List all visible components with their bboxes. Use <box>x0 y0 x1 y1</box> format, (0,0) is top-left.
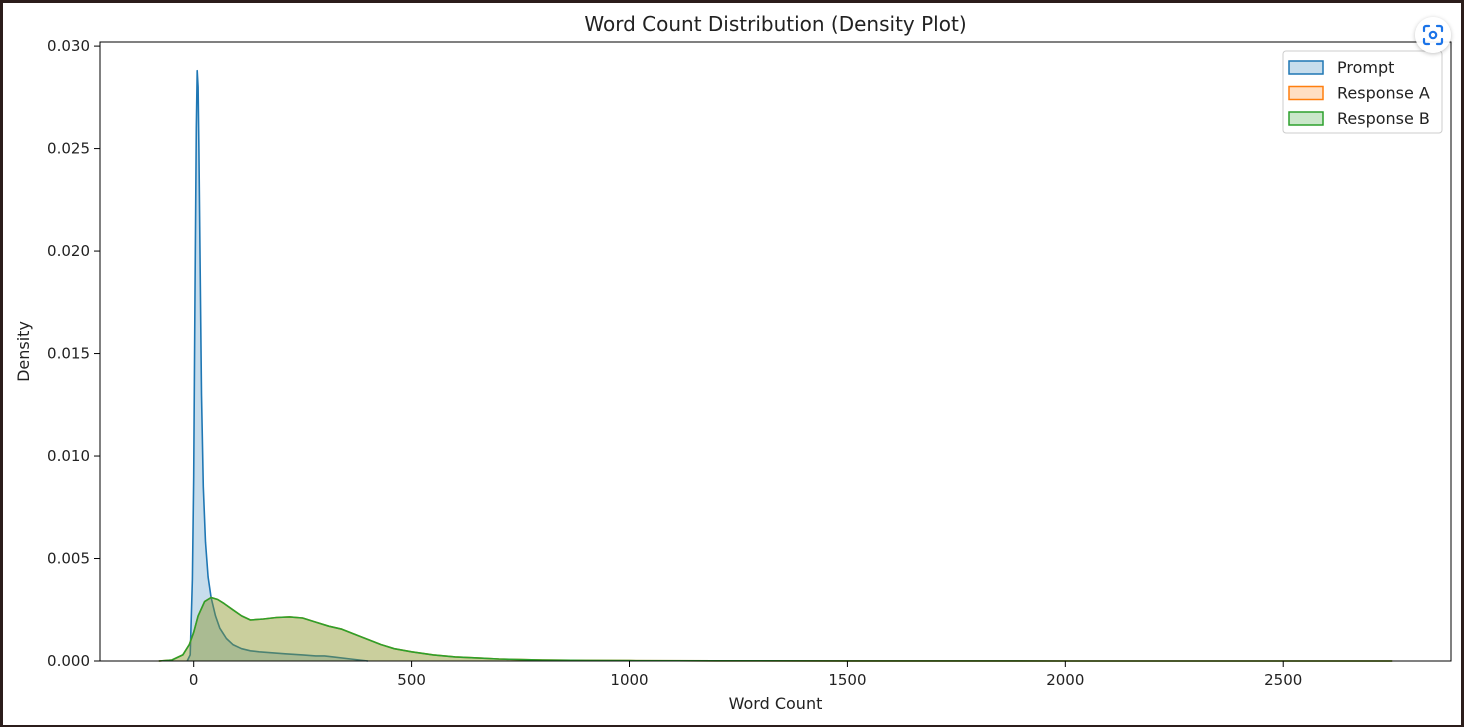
series-area-2 <box>158 597 1393 661</box>
legend-swatch-2 <box>1288 85 1324 101</box>
y-tick-label: 0.015 <box>47 345 90 363</box>
legend-swatch-1 <box>1288 60 1324 75</box>
x-tick-label: 2000 <box>1046 671 1084 689</box>
series-area-3 <box>158 597 1393 661</box>
chart-frame: 0 500 1000 1500 2000 2500 0.000 0.005 0.010 0.015… <box>3 3 1461 725</box>
series-line-1 <box>186 69 369 662</box>
legend-swatch-3 <box>1288 111 1324 126</box>
y-tick-label: 0.025 <box>47 140 90 158</box>
y-tick-label: 0.010 <box>47 447 90 465</box>
axes-layer: 0 500 1000 1500 2000 2500 0.000 0.005 0.010 0.015… <box>14 12 1452 713</box>
x-tick-label: 0 <box>189 671 199 689</box>
y-tick-label: 0.030 <box>47 37 90 55</box>
series-line-3 <box>158 596 1393 662</box>
density-chart: 0 500 1000 1500 2000 2500 0.000 0.005 0.010 0.015… <box>14 12 1452 713</box>
series-layer <box>158 69 1393 662</box>
x-tick-label: 1000 <box>610 671 648 689</box>
y-tick-label: 0.005 <box>47 550 90 568</box>
legend-label-2: Response A <box>1337 84 1430 103</box>
y-tick-label: 0.020 <box>47 242 90 260</box>
series-area-1 <box>187 70 368 661</box>
x-tick-label: 500 <box>397 671 426 689</box>
x-tick-label: 1500 <box>828 671 866 689</box>
y-tick-label: 0.000 <box>47 652 90 670</box>
legend: Prompt Response A Response B <box>1282 50 1443 134</box>
lens-button[interactable] <box>1415 17 1451 53</box>
y-axis-title: Density <box>14 321 33 382</box>
x-axis-title: Word Count <box>729 694 823 713</box>
lens-scan-icon <box>1422 24 1444 46</box>
plot-frame <box>99 41 1452 662</box>
legend-label-1: Prompt <box>1337 58 1394 77</box>
x-tick-label: 2500 <box>1264 671 1302 689</box>
chart-title: Word Count Distribution (Density Plot) <box>584 12 966 36</box>
legend-label-3: Response B <box>1337 109 1430 128</box>
